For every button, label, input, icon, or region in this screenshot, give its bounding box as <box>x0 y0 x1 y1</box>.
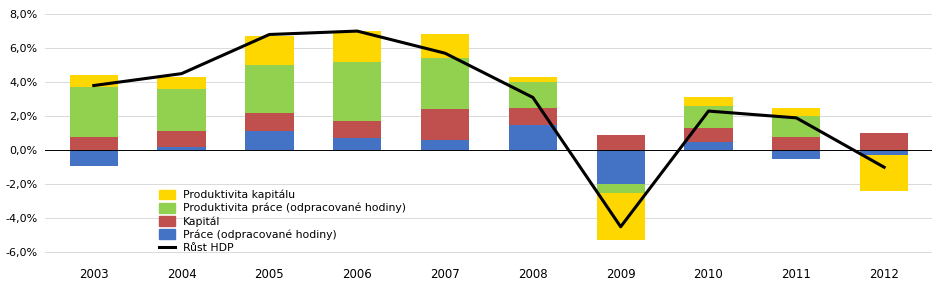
Bar <box>158 147 205 150</box>
Bar <box>421 140 469 150</box>
Bar <box>508 82 557 108</box>
Bar <box>508 77 557 82</box>
Bar <box>421 109 469 140</box>
Bar <box>772 116 821 137</box>
Bar <box>245 131 294 150</box>
Bar <box>333 62 382 121</box>
Bar <box>69 75 118 87</box>
Bar <box>508 108 557 125</box>
Bar <box>421 34 469 58</box>
Bar <box>597 135 644 150</box>
Bar <box>685 106 733 128</box>
Bar <box>597 150 644 184</box>
Bar <box>860 150 908 155</box>
Bar <box>685 128 733 142</box>
Bar <box>158 89 205 131</box>
Bar <box>421 58 469 109</box>
Bar <box>860 133 908 150</box>
Bar <box>245 113 294 131</box>
Bar <box>333 138 382 150</box>
Bar <box>158 77 205 89</box>
Bar <box>860 155 908 191</box>
Bar <box>772 137 821 150</box>
Bar <box>69 150 118 166</box>
Bar <box>333 121 382 138</box>
Bar <box>772 150 821 159</box>
Bar <box>508 125 557 150</box>
Bar <box>333 31 382 62</box>
Bar <box>597 184 644 193</box>
Bar <box>772 108 821 116</box>
Bar <box>69 87 118 137</box>
Bar <box>685 142 733 150</box>
Bar <box>245 65 294 113</box>
Bar <box>69 137 118 150</box>
Bar <box>158 131 205 147</box>
Bar <box>597 193 644 241</box>
Bar <box>245 36 294 65</box>
Bar <box>685 98 733 106</box>
Legend: Produktivita kapitálu, Produktivita práce (odpracované hodiny), Kapitál, Práce (: Produktivita kapitálu, Produktivita prác… <box>158 187 408 255</box>
